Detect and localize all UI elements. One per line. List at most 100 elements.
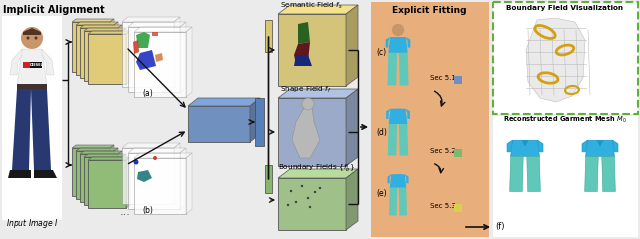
Polygon shape (23, 28, 41, 35)
Polygon shape (395, 174, 401, 178)
Polygon shape (399, 53, 408, 85)
Bar (80, 28, 118, 78)
Polygon shape (76, 22, 118, 25)
Polygon shape (278, 169, 358, 178)
Polygon shape (399, 188, 407, 216)
Bar (88, 34, 126, 84)
Bar (152, 32, 158, 36)
Polygon shape (278, 89, 358, 98)
Bar (454, 76, 462, 84)
Polygon shape (136, 32, 150, 48)
Polygon shape (128, 148, 186, 153)
Polygon shape (133, 40, 139, 54)
Polygon shape (8, 170, 31, 178)
Circle shape (35, 37, 38, 39)
Polygon shape (389, 188, 397, 216)
Polygon shape (406, 37, 410, 48)
Polygon shape (526, 18, 585, 102)
Polygon shape (387, 53, 397, 85)
Polygon shape (346, 169, 358, 230)
Text: Boundary Fields $\{f_b^i\}$: Boundary Fields $\{f_b^i\}$ (278, 162, 355, 175)
Bar (128, 153, 180, 209)
Polygon shape (394, 37, 401, 41)
Polygon shape (122, 154, 126, 205)
Polygon shape (80, 25, 122, 28)
Text: Boundary Field Visualization: Boundary Field Visualization (506, 5, 623, 11)
Polygon shape (114, 148, 118, 199)
Circle shape (309, 206, 311, 208)
Polygon shape (395, 109, 401, 113)
Text: Sec 5.2: Sec 5.2 (430, 148, 456, 154)
Polygon shape (110, 19, 114, 72)
Bar (278, 98, 346, 166)
Polygon shape (406, 109, 410, 119)
Polygon shape (122, 17, 180, 22)
Polygon shape (180, 22, 186, 92)
Polygon shape (34, 170, 57, 178)
Polygon shape (174, 143, 180, 204)
Polygon shape (84, 154, 126, 157)
Polygon shape (388, 37, 408, 53)
Polygon shape (80, 151, 122, 154)
Circle shape (26, 37, 29, 39)
Text: Implicit Alignment: Implicit Alignment (3, 5, 104, 15)
Polygon shape (586, 140, 614, 156)
Circle shape (153, 156, 157, 160)
Polygon shape (155, 53, 163, 62)
Text: (b): (b) (143, 206, 154, 215)
Polygon shape (507, 140, 513, 152)
Polygon shape (612, 140, 618, 152)
Bar (72, 148, 110, 196)
Bar (278, 14, 346, 86)
Polygon shape (134, 153, 192, 158)
Circle shape (290, 190, 292, 192)
Text: (c): (c) (376, 48, 386, 57)
Text: DIESEL: DIESEL (29, 63, 43, 67)
Polygon shape (122, 28, 126, 81)
Text: Semantic Field $f_s$: Semantic Field $f_s$ (280, 1, 343, 11)
Circle shape (302, 98, 314, 110)
Text: Explicit Fitting: Explicit Fitting (392, 5, 467, 15)
Bar (454, 149, 462, 157)
Bar (265, 165, 272, 193)
Polygon shape (42, 49, 54, 75)
Bar (278, 178, 346, 230)
Circle shape (21, 27, 43, 49)
Polygon shape (386, 37, 390, 48)
Text: (f): (f) (495, 223, 504, 232)
Text: (e): (e) (376, 189, 387, 198)
Bar (134, 158, 186, 214)
Polygon shape (387, 174, 391, 183)
Polygon shape (388, 109, 407, 124)
Bar (255, 98, 264, 146)
Text: Shape Field $f_f$: Shape Field $f_f$ (280, 85, 332, 95)
Circle shape (301, 185, 303, 187)
Bar (76, 151, 114, 199)
Circle shape (287, 204, 289, 206)
Polygon shape (122, 143, 180, 148)
Text: ...: ... (120, 207, 131, 217)
Text: Sec 5.3: Sec 5.3 (430, 203, 456, 209)
Polygon shape (538, 140, 543, 152)
Circle shape (134, 159, 138, 164)
Polygon shape (180, 148, 186, 209)
Polygon shape (174, 17, 180, 87)
Polygon shape (126, 157, 130, 208)
Polygon shape (88, 157, 130, 160)
Polygon shape (118, 151, 122, 202)
Polygon shape (114, 22, 118, 75)
Polygon shape (10, 49, 22, 75)
Polygon shape (84, 28, 126, 31)
Polygon shape (118, 25, 122, 78)
Polygon shape (346, 89, 358, 166)
Polygon shape (72, 145, 114, 148)
Bar (128, 27, 180, 92)
Polygon shape (390, 174, 406, 188)
Bar (265, 20, 272, 52)
Polygon shape (585, 156, 598, 191)
Bar (72, 22, 110, 72)
Bar (88, 160, 126, 208)
Bar (17, 84, 47, 89)
Polygon shape (527, 156, 540, 191)
Bar (76, 25, 114, 75)
